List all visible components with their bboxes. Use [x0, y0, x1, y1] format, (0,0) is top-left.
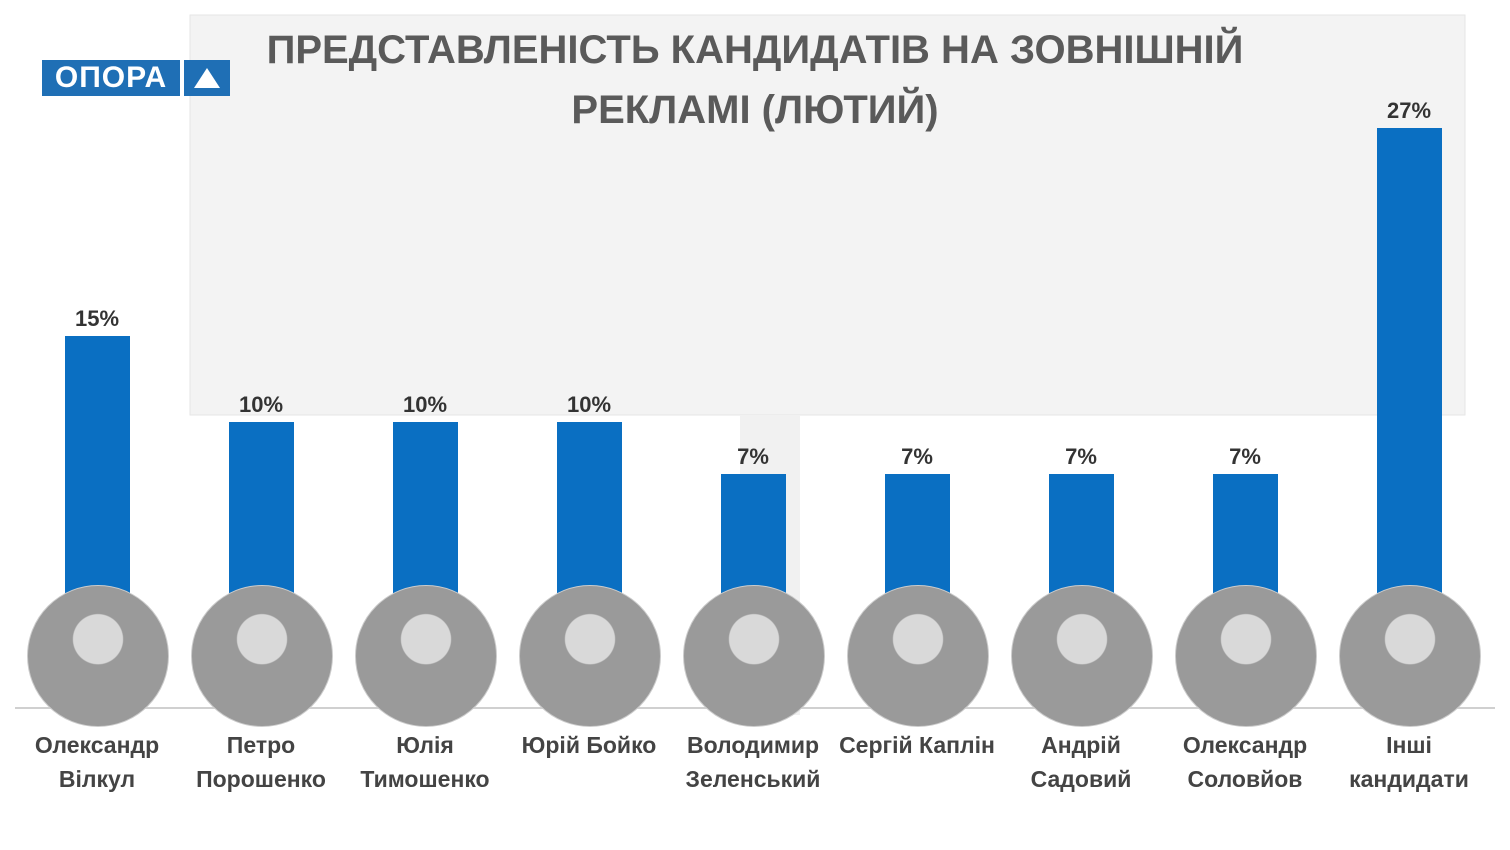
candidate-photo	[191, 585, 333, 727]
bar	[556, 422, 622, 595]
candidate-photo	[1011, 585, 1153, 727]
bar	[228, 422, 294, 595]
x-tick-label: Олександр Вілкул	[34, 732, 160, 792]
bar	[392, 422, 458, 595]
value-label: 7%	[1229, 443, 1261, 469]
value-label: 27%	[1386, 98, 1432, 123]
candidate-photo	[1339, 585, 1481, 727]
x-tick-label: Сергій Каплін	[839, 732, 995, 758]
bar	[1212, 473, 1278, 595]
candidate-photo	[683, 585, 825, 727]
value-label: 10%	[402, 392, 448, 418]
candidate-photo	[355, 585, 497, 727]
x-tick-label: Інші кандидати	[1349, 732, 1469, 792]
bar	[884, 473, 950, 595]
value-label: 7%	[1065, 443, 1097, 469]
candidate-photo	[847, 585, 989, 727]
value-label: 7%	[737, 443, 769, 469]
x-tick-label: Юлія Тимошенко	[360, 732, 490, 792]
bar	[720, 473, 786, 595]
logo: ОПОРА	[42, 60, 180, 96]
value-label: 15%	[74, 305, 120, 331]
candidate-photo	[1175, 585, 1317, 727]
logo-triangle	[194, 68, 220, 88]
x-tick-label: Володимир Зеленський	[685, 732, 821, 792]
x-tick-label: Петро Порошенко	[196, 732, 326, 792]
bar	[1376, 128, 1442, 595]
chart-title: ПРЕДСТАВЛЕНІСТЬ КАНДИДАТІВ НА ЗОВНІШНІЙ …	[266, 28, 1244, 132]
value-label: 10%	[566, 392, 612, 418]
logo-icon	[184, 60, 230, 96]
candidate-photo	[519, 585, 661, 727]
bar	[1048, 473, 1114, 595]
x-tick-label: Олександр Соловйов	[1182, 732, 1308, 792]
value-label: 10%	[238, 392, 284, 418]
bar	[64, 335, 130, 595]
value-label: 7%	[901, 443, 933, 469]
x-tick-label: Андрій Садовий	[1030, 732, 1132, 792]
candidate-photo	[27, 585, 169, 727]
billboard	[189, 14, 1466, 416]
x-tick-label: Юрій Бойко	[521, 732, 657, 758]
